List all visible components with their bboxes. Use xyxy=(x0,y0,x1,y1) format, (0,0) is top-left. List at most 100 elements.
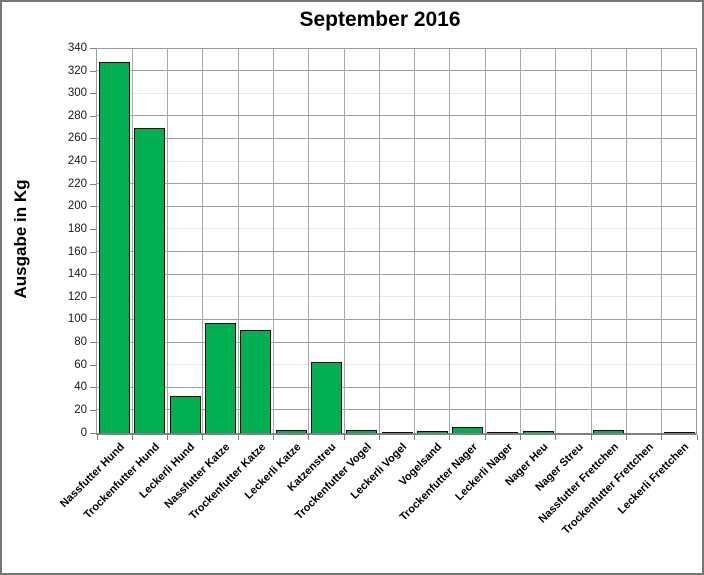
bar-trockenfutter-nager xyxy=(452,427,484,433)
bar-nassfutter-hund xyxy=(99,62,131,433)
gridline-v xyxy=(308,49,310,433)
gridline-v xyxy=(484,49,486,433)
y-tick-mark xyxy=(90,70,96,72)
plot-area xyxy=(96,48,697,435)
x-tick-mark xyxy=(237,434,239,440)
x-tick-mark xyxy=(343,434,345,440)
y-tick-label: 0 xyxy=(80,426,87,439)
y-tick-mark xyxy=(90,48,96,49)
x-tick-mark xyxy=(272,434,274,440)
bar-leckerli-nager xyxy=(487,431,519,433)
bar-nager-heu xyxy=(522,430,554,433)
y-tick-mark xyxy=(90,319,96,321)
gridline-v xyxy=(202,49,204,433)
y-tick-label: 300 xyxy=(67,87,87,100)
x-tick-mark xyxy=(449,434,451,440)
gridline-h xyxy=(97,341,696,343)
gridline-h xyxy=(97,205,696,207)
gridline-v xyxy=(343,49,345,433)
x-tick-mark xyxy=(202,434,204,440)
gridline-h xyxy=(97,70,696,72)
y-tick-label: 100 xyxy=(67,313,87,326)
x-tick-mark xyxy=(414,434,416,440)
x-tick-mark xyxy=(131,434,133,440)
y-tick-label: 40 xyxy=(74,381,87,394)
bar-vogelsand xyxy=(416,431,448,433)
gridline-v xyxy=(414,49,416,433)
gridline-h xyxy=(97,160,696,162)
y-tick-mark xyxy=(90,251,96,253)
gridline-v xyxy=(555,49,557,433)
gridline-h xyxy=(97,137,696,139)
chart-title: September 2016 xyxy=(299,8,461,31)
y-tick-label: 20 xyxy=(74,403,87,416)
y-tick-label: 140 xyxy=(67,268,87,281)
x-category-label: Nassfutter Hund xyxy=(57,440,127,510)
bar-trockenfutter-vogel xyxy=(346,429,378,433)
y-tick-mark xyxy=(90,206,96,208)
x-tick-mark xyxy=(167,434,169,440)
x-tick-mark xyxy=(96,434,98,440)
x-tick-mark xyxy=(308,434,310,440)
bar-nassfutter-frettchen xyxy=(593,429,625,433)
gridline-v xyxy=(272,49,274,433)
gridline-v xyxy=(520,49,522,433)
bar-leckerli-hund xyxy=(169,395,201,433)
x-tick-mark xyxy=(520,434,522,440)
x-tick-mark xyxy=(625,434,627,440)
y-tick-mark xyxy=(90,409,96,411)
y-tick-label: 280 xyxy=(67,109,87,122)
bar-leckerli-katze xyxy=(275,429,307,433)
gridline-v xyxy=(661,49,663,433)
y-tick-mark xyxy=(90,364,96,366)
gridline-h xyxy=(97,364,696,366)
gridline-h xyxy=(97,115,696,117)
gridline-h xyxy=(97,183,696,185)
y-tick-mark xyxy=(90,138,96,140)
x-tick-mark xyxy=(555,434,557,440)
gridline-h xyxy=(97,386,696,388)
y-tick-mark xyxy=(90,93,96,95)
x-tick-mark xyxy=(590,434,592,440)
x-tick-mark xyxy=(484,434,486,440)
y-tick-label: 220 xyxy=(67,177,87,190)
y-tick-mark xyxy=(90,387,96,389)
y-tick-label: 340 xyxy=(67,42,87,54)
gridline-v xyxy=(449,49,451,433)
gridline-v xyxy=(167,49,169,433)
gridline-h xyxy=(97,409,696,411)
y-tick-label: 180 xyxy=(67,222,87,235)
gridline-h xyxy=(97,92,696,94)
y-tick-label: 60 xyxy=(74,358,87,371)
bar-leckerli-vogel xyxy=(381,431,413,433)
x-tick-mark xyxy=(661,434,663,440)
y-tick-mark xyxy=(90,183,96,185)
gridline-v xyxy=(625,49,627,433)
y-tick-label: 160 xyxy=(67,245,87,258)
gridline-v xyxy=(131,49,133,433)
y-axis-title: Ausgabe in Kg xyxy=(11,179,30,299)
y-tick-label: 240 xyxy=(67,155,87,168)
y-tick-label: 320 xyxy=(67,64,87,77)
bar-nassfutter-katze xyxy=(205,323,237,433)
gridline-h xyxy=(97,228,696,230)
gridline-h xyxy=(97,296,696,298)
gridline-v xyxy=(378,49,380,433)
y-tick-mark xyxy=(90,432,96,434)
x-tick-mark xyxy=(378,434,380,440)
y-tick-mark xyxy=(90,115,96,117)
y-tick-mark xyxy=(90,161,96,163)
gridline-h xyxy=(97,251,696,253)
y-tick-mark xyxy=(90,296,96,298)
y-tick-label: 260 xyxy=(67,132,87,145)
gridline-h xyxy=(97,273,696,275)
y-tick-label: 120 xyxy=(67,290,87,303)
bar-leckerli-frettchen xyxy=(663,431,695,433)
bar-trockenfutter-hund xyxy=(134,127,166,433)
y-tick-mark xyxy=(90,342,96,344)
y-tick-label: 200 xyxy=(67,200,87,213)
y-tick-mark xyxy=(90,228,96,230)
bar-katzenstreu xyxy=(310,361,342,433)
bar-trockenfutter-katze xyxy=(240,330,272,433)
